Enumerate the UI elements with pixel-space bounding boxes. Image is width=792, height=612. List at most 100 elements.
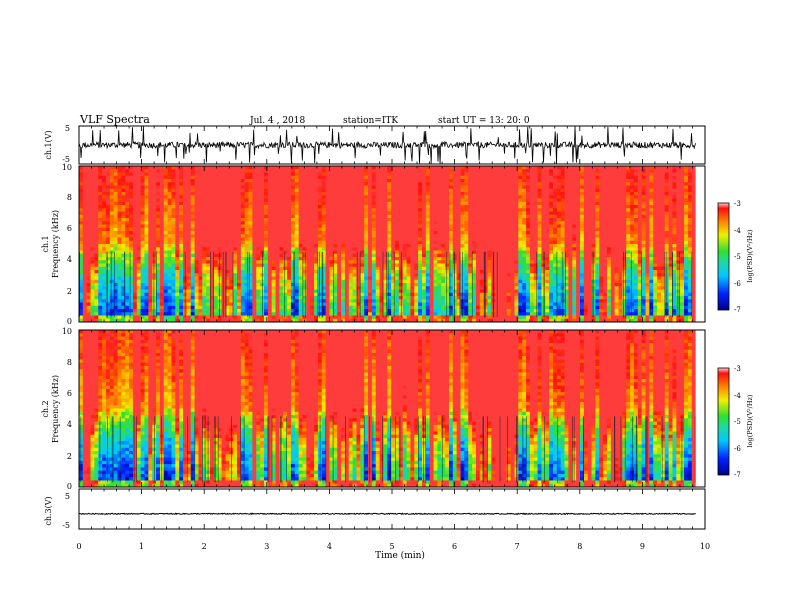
spectrogram-cell [310,224,315,229]
spectrogram-cell [475,292,481,297]
spectrogram-cell [140,227,145,232]
spectrogram-cell [132,292,138,297]
spectrogram-cell [132,312,138,316]
spectrogram-cell [163,218,169,222]
spectrogram-cell [206,179,211,183]
spectrogram-cell [337,266,342,271]
spectrogram-cell [464,289,469,294]
spectrogram-cell [229,208,234,212]
spectrogram-cell [452,247,458,251]
spectrogram-cell [325,182,330,186]
spectrogram-cell [129,240,134,245]
spectrogram-cell [109,218,115,222]
spectrogram-cell [221,166,226,170]
spectrogram-cell [237,296,242,300]
spectrogram-cell [252,198,257,203]
spectrogram-cell [159,286,165,290]
spectrogram-cell [445,198,450,203]
spectrogram-cell [79,266,84,271]
spectrogram-cell [468,279,473,284]
spectrogram-cell [225,318,230,323]
spectrogram-cell [306,253,311,258]
spectrogram-cell [271,296,276,300]
spectrogram-cell [275,318,280,323]
spectrogram-cell [360,234,365,238]
spectrogram-cell [194,299,199,303]
spectrogram-cell [256,299,261,303]
spectrogram-cell [237,286,242,290]
spectrogram-cell [144,214,149,219]
spectrogram-cell [341,179,346,183]
spectrogram-cell [275,244,280,248]
spectrogram-cell [341,166,346,170]
spectrogram-cell [325,318,330,323]
spectrogram-cell [441,250,446,255]
spectrogram-cell [244,257,249,261]
spectrogram-cell [406,201,411,206]
spectrogram-cell [171,312,176,316]
spectrogram-cell [271,234,276,238]
spectrogram-cell [271,270,276,274]
spectrogram-cell [294,218,300,222]
spectrogram-cell [433,273,438,277]
spectrogram-cell [148,234,153,238]
spectrogram-cell [248,257,253,261]
spectrogram-cell [171,175,176,180]
spectrogram-cell [356,185,361,190]
spectrogram-cell [418,224,423,229]
spectrogram-cell [136,253,142,258]
spectrogram-cell [156,172,161,177]
spectrogram-cell [198,231,203,235]
spectrogram-cell [98,318,103,323]
spectrogram-cell [156,214,161,219]
spectrogram-cell [213,260,219,264]
spectrogram-cell [198,309,203,313]
spectrogram-cell [198,289,203,294]
spectrogram-cell [344,224,350,229]
spectrogram-cell [275,299,280,303]
spectrogram-cell [156,218,161,222]
spectrogram-cell [267,169,273,173]
spectrogram-cell [287,224,292,229]
spectrogram-cell [132,315,138,320]
spectrogram-cell [86,318,91,323]
spectrogram-cell [221,318,226,323]
spectrogram-cell [306,283,311,287]
spectrogram-cell [317,175,323,180]
spectrogram-cell [445,175,450,180]
spectrogram-cell [267,240,273,245]
spectrogram-cell [229,175,234,180]
spectrogram-cell [167,208,172,212]
spectrogram-cell [429,166,434,170]
spectrogram-cell [105,234,111,238]
spectrogram-cell [144,302,149,307]
spectrogram-cell [395,273,400,277]
spectrogram-cell [156,198,161,203]
spectrogram-cell [221,273,226,277]
spectrogram-cell [190,318,196,323]
spectrogram-cell [237,315,242,320]
spectrogram-cell [410,211,415,216]
spectrogram-cell [294,250,300,255]
spectrogram-cell [156,302,161,307]
spectrogram-cell [317,234,323,238]
spectrogram-cell [352,221,357,225]
spectrogram-cell [221,182,226,186]
spectrogram-cell [475,195,481,199]
spectrogram-cell [364,289,369,294]
spectrogram-cell [271,302,276,307]
spectrogram-cell [395,218,400,222]
spectrogram-cell [337,244,342,248]
spectrogram-cell [421,302,427,307]
spectrogram-cell [279,309,284,313]
spectrogram-cell [98,166,103,170]
spectrogram-cell [267,305,273,310]
spectrogram-cell [341,250,346,255]
spectrogram-cell [298,182,303,186]
spectrogram-cell [175,240,180,245]
start-time-label: start UT = 13: 20: 0 [438,116,530,126]
spectrogram-cell [302,192,307,196]
spectrogram-cell [167,166,172,170]
spectrogram-cell [325,279,330,284]
spectrogram-cell [406,250,411,255]
